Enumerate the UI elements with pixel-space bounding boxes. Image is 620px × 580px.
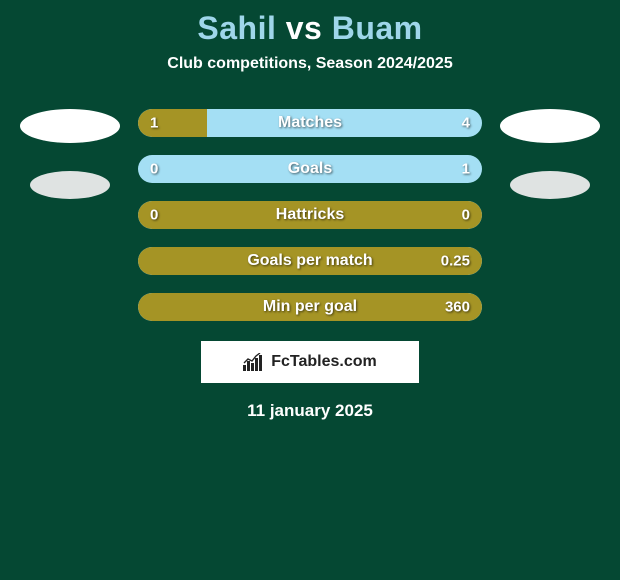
stat-label: Hattricks <box>276 206 344 224</box>
stat-label: Matches <box>278 114 342 132</box>
stat-bar: 0 Goals 1 <box>138 155 482 183</box>
club-logo-placeholder-left-1 <box>20 109 120 143</box>
comparison-content: 1 Matches 4 0 Goals 1 0 Hattricks 0 Goals per mat… <box>0 109 620 321</box>
stat-left-value: 0 <box>150 207 158 224</box>
title-player1: Sahil <box>197 10 276 46</box>
bar-chart-icon <box>243 353 265 371</box>
left-club-column <box>20 109 120 199</box>
stat-label: Goals <box>288 160 332 178</box>
stat-right-value: 360 <box>445 299 470 316</box>
stat-right-value: 4 <box>462 115 470 132</box>
stat-right-value: 0.25 <box>441 253 470 270</box>
brand-badge: FcTables.com <box>201 341 419 383</box>
stat-bar: Goals per match 0.25 <box>138 247 482 275</box>
stat-bar: 0 Hattricks 0 <box>138 201 482 229</box>
brand-text: FcTables.com <box>271 353 377 371</box>
club-logo-placeholder-left-2 <box>30 171 110 199</box>
page-title: Sahil vs Buam <box>0 0 620 47</box>
stat-right-value: 0 <box>462 207 470 224</box>
stat-bar: 1 Matches 4 <box>138 109 482 137</box>
club-logo-placeholder-right-1 <box>500 109 600 143</box>
stat-right-value: 1 <box>462 161 470 178</box>
date-text: 11 january 2025 <box>0 401 620 421</box>
stat-bars: 1 Matches 4 0 Goals 1 0 Hattricks 0 Goals per mat… <box>138 109 482 321</box>
stat-left-value: 0 <box>150 161 158 178</box>
title-vs: vs <box>286 10 323 46</box>
right-club-column <box>500 109 600 199</box>
stat-left-value: 1 <box>150 115 158 132</box>
subtitle: Club competitions, Season 2024/2025 <box>0 55 620 73</box>
title-player2: Buam <box>332 10 423 46</box>
stat-bar: Min per goal 360 <box>138 293 482 321</box>
stat-label: Goals per match <box>247 252 372 270</box>
club-logo-placeholder-right-2 <box>510 171 590 199</box>
stat-bar-left-fill <box>138 109 207 137</box>
stat-label: Min per goal <box>263 298 357 316</box>
